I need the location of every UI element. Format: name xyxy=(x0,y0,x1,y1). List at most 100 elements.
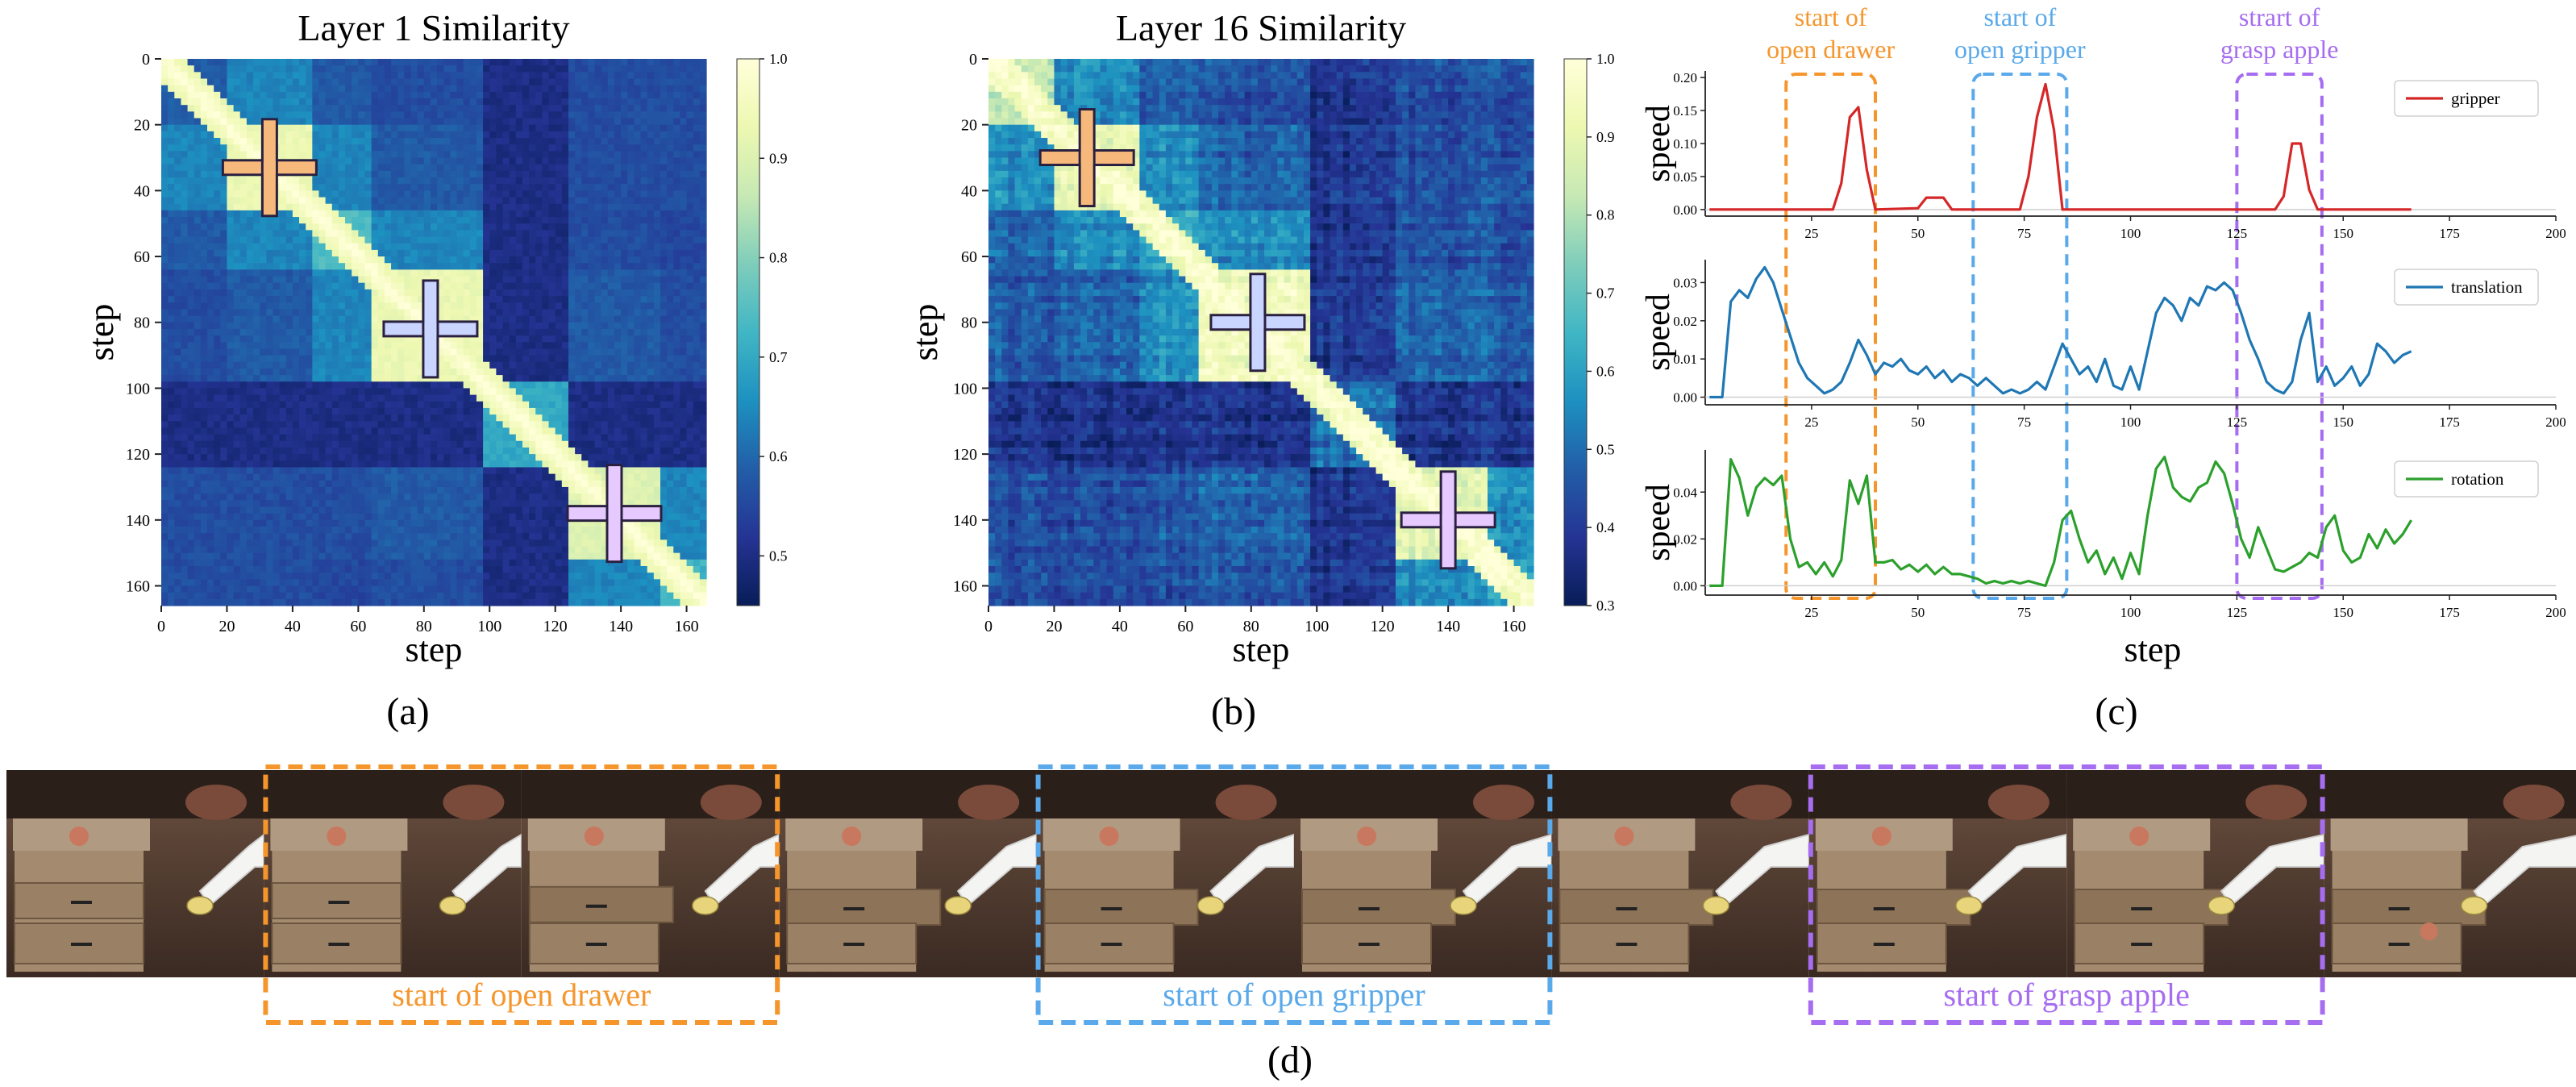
heatmap-cell xyxy=(285,190,293,198)
heatmap-cell xyxy=(430,236,438,244)
heatmap-cell xyxy=(331,157,339,165)
heatmap-cell xyxy=(345,296,352,303)
heatmap-cell xyxy=(561,361,569,369)
heatmap-cell xyxy=(187,407,195,415)
heatmap-cell xyxy=(174,296,182,303)
heatmap-cell xyxy=(364,381,372,389)
heatmap-cell xyxy=(515,157,523,165)
heatmap-cell xyxy=(338,72,346,80)
heatmap-cell xyxy=(371,434,379,442)
heatmap-cell xyxy=(260,302,267,310)
heatmap-cell xyxy=(496,243,504,251)
heatmap-cell xyxy=(647,249,655,257)
heatmap-cell xyxy=(325,124,333,132)
heatmap-cell xyxy=(489,170,497,178)
heatmap-cell xyxy=(555,249,563,257)
heatmap-cell xyxy=(331,355,339,363)
heatmap-cell xyxy=(318,401,327,409)
heatmap-cell xyxy=(555,394,563,402)
heatmap-cell xyxy=(542,105,550,112)
heatmap-cell xyxy=(168,151,175,159)
heatmap-cell xyxy=(246,269,254,277)
heatmap-cell xyxy=(312,138,320,145)
heatmap-cell xyxy=(253,368,260,376)
heatmap-cell xyxy=(653,388,661,396)
heatmap-cell xyxy=(476,170,484,178)
heatmap-cell xyxy=(306,427,313,435)
heatmap-cell xyxy=(476,322,484,330)
heatmap-cell xyxy=(384,302,392,310)
heatmap-cell xyxy=(220,131,228,139)
heatmap-cell xyxy=(430,184,438,191)
heatmap-cell xyxy=(417,164,425,172)
heatmap-cell xyxy=(364,230,372,238)
heatmap-cell xyxy=(200,256,208,264)
heatmap-cell xyxy=(260,236,267,244)
heatmap-cell xyxy=(266,388,274,396)
heatmap-cell xyxy=(699,296,707,303)
heatmap-cell xyxy=(233,342,241,350)
heatmap-cell xyxy=(214,256,221,264)
heatmap-cell xyxy=(292,197,300,205)
heatmap-cell xyxy=(601,118,609,126)
heatmap-cell xyxy=(640,138,648,145)
heatmap-cell xyxy=(273,85,281,93)
heatmap-cell xyxy=(364,144,372,152)
heatmap-cell xyxy=(391,249,398,257)
heatmap-cell xyxy=(673,256,681,264)
heatmap-cell xyxy=(555,157,563,165)
heatmap-cell xyxy=(489,388,497,396)
heatmap-cell xyxy=(667,414,674,422)
heatmap-cell xyxy=(410,138,418,145)
heatmap-cell xyxy=(614,223,622,231)
heatmap-cell xyxy=(680,236,688,244)
heatmap-cell xyxy=(391,414,398,422)
heatmap-cell xyxy=(568,223,576,231)
heatmap-cell xyxy=(601,78,609,86)
heatmap-cell xyxy=(443,407,451,415)
heatmap-cell xyxy=(306,177,313,185)
heatmap-cell xyxy=(653,236,661,244)
heatmap-cell xyxy=(181,335,189,343)
heatmap-cell xyxy=(607,118,615,126)
heatmap-cell xyxy=(699,91,707,99)
heatmap-cell xyxy=(614,394,622,402)
heatmap-cell xyxy=(509,197,517,205)
heatmap-cell xyxy=(673,328,681,336)
heatmap-cell xyxy=(594,230,602,238)
heatmap-cell xyxy=(306,85,313,93)
heatmap-cell xyxy=(404,296,412,303)
heatmap-cell xyxy=(456,85,464,93)
heatmap-cell xyxy=(391,118,398,126)
heatmap-cell xyxy=(214,131,221,139)
heatmap-cell xyxy=(515,210,523,218)
heatmap-cell xyxy=(542,355,550,363)
heatmap-cell xyxy=(502,164,510,172)
heatmap-cell xyxy=(371,342,379,350)
heatmap-cell xyxy=(548,269,556,277)
heatmap-cell xyxy=(371,256,379,264)
heatmap-cell xyxy=(273,447,281,455)
heatmap-cell xyxy=(207,414,214,422)
heatmap-cell xyxy=(463,72,471,80)
heatmap-cell xyxy=(253,296,260,303)
heatmap-cell xyxy=(404,440,412,448)
heatmap-cell xyxy=(377,184,385,191)
heatmap-cell xyxy=(285,296,293,303)
heatmap-cell xyxy=(391,197,398,205)
heatmap-cell xyxy=(575,322,582,330)
heatmap-cell xyxy=(581,315,589,323)
heatmap-cell xyxy=(621,170,628,178)
heatmap-cell xyxy=(194,368,202,376)
heatmap-cell xyxy=(187,91,195,99)
heatmap-cell xyxy=(515,375,523,382)
heatmap-cell xyxy=(345,144,352,152)
heatmap-cell xyxy=(161,447,169,455)
heatmap-cell xyxy=(306,394,313,402)
heatmap-cell xyxy=(227,361,235,369)
heatmap-cell xyxy=(207,361,214,369)
heatmap-cell xyxy=(338,138,346,145)
heatmap-cell xyxy=(568,421,576,429)
heatmap-cell xyxy=(187,131,195,139)
heatmap-cell xyxy=(594,401,602,409)
